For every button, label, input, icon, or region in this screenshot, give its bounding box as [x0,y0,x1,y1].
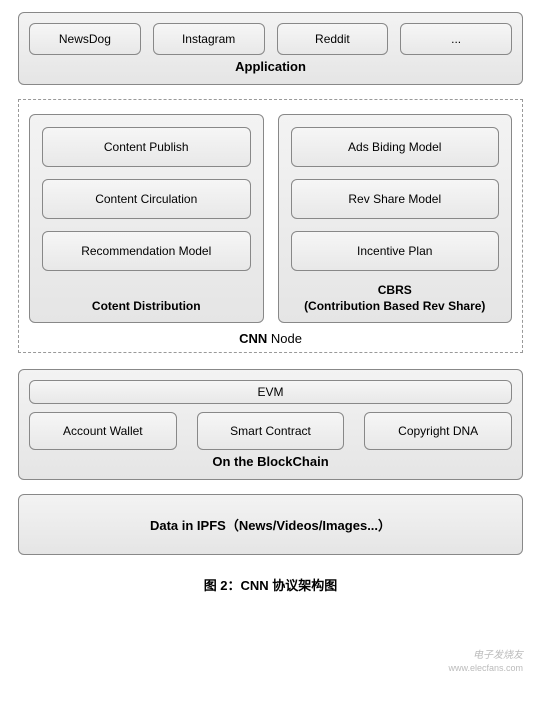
watermark-brand: 电子发烧友 [473,646,523,661]
figure-caption: 图 2：CNN 协议架构图 [18,575,523,594]
app-item-newsdog: NewsDog [29,23,141,55]
blockchain-row: Account Wallet Smart Contract Copyright … [29,412,512,450]
app-item-instagram: Instagram [153,23,265,55]
cbrs-panel: Ads Biding Model Rev Share Model Incenti… [278,114,513,323]
blockchain-title: On the BlockChain [29,454,512,469]
content-publish-box: Content Publish [42,127,251,167]
cnn-node-title: CNN Node [29,331,512,346]
cnn-node-container: Content Publish Content Circulation Reco… [18,99,523,353]
content-distribution-title: Cotent Distribution [42,299,251,315]
cbrs-title-line2: (Contribution Based Rev Share) [304,299,485,313]
application-layer: NewsDog Instagram Reddit ... Application [18,12,523,85]
content-circulation-box: Content Circulation [42,179,251,219]
cbrs-title-line1: CBRS [378,283,412,297]
application-title: Application [29,59,512,74]
cbrs-title: CBRS (Contribution Based Rev Share) [291,283,500,314]
watermark-url: www.elecfans.com [448,663,523,673]
app-item-reddit: Reddit [277,23,389,55]
cnn-node-title-bold: CNN [239,331,267,346]
cnn-node-columns: Content Publish Content Circulation Reco… [29,114,512,323]
ads-biding-model-box: Ads Biding Model [291,127,500,167]
incentive-plan-box: Incentive Plan [291,231,500,271]
application-row: NewsDog Instagram Reddit ... [29,23,512,55]
recommendation-model-box: Recommendation Model [42,231,251,271]
app-item-more: ... [400,23,512,55]
evm-box: EVM [29,380,512,404]
cnn-node-title-rest: Node [267,331,302,346]
ipfs-layer: Data in IPFS（News/Videos/Images...） [18,494,523,555]
rev-share-model-box: Rev Share Model [291,179,500,219]
smart-contract-box: Smart Contract [197,412,345,450]
copyright-dna-box: Copyright DNA [364,412,512,450]
content-distribution-panel: Content Publish Content Circulation Reco… [29,114,264,323]
account-wallet-box: Account Wallet [29,412,177,450]
blockchain-layer: EVM Account Wallet Smart Contract Copyri… [18,369,523,480]
